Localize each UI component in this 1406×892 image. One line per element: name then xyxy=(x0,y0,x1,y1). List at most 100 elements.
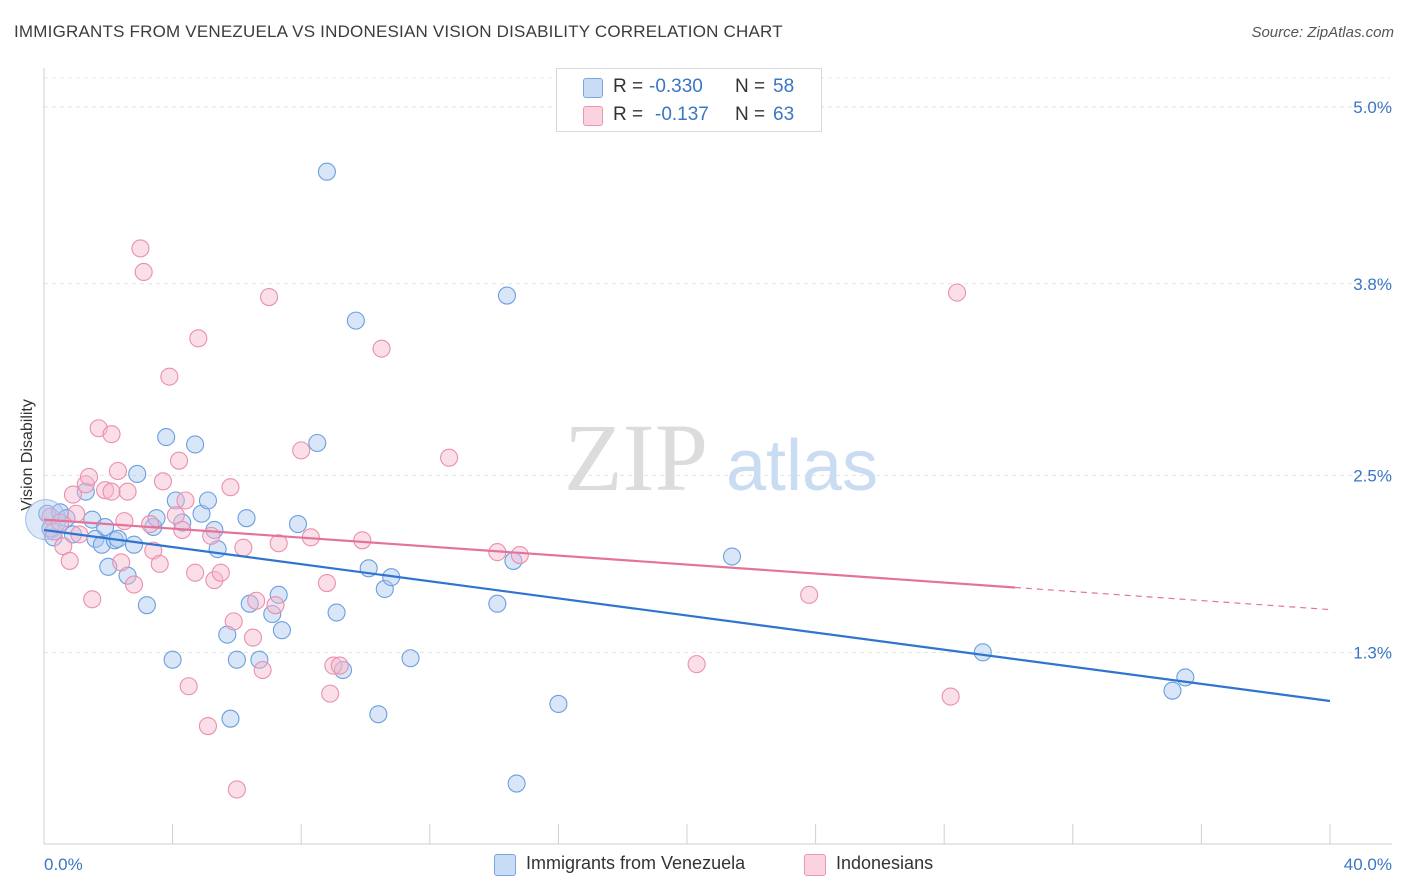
point-indonesians xyxy=(227,780,246,799)
point-indonesians xyxy=(198,717,218,736)
point-venezuela xyxy=(549,694,568,713)
point-venezuela xyxy=(137,596,156,615)
point-venezuela xyxy=(375,579,394,598)
point-indonesians xyxy=(63,485,82,504)
zipatlas-watermark: ZIP atlas xyxy=(564,404,878,511)
point-venezuela xyxy=(163,650,182,669)
point-indonesians xyxy=(60,551,79,570)
point-venezuela xyxy=(166,491,185,510)
point-indonesians xyxy=(108,461,127,481)
stats-r-value: -0.330 xyxy=(649,76,703,97)
point-indonesians xyxy=(160,367,179,386)
point-indonesians xyxy=(269,534,288,553)
stats-box: R = -0.330 N = 58 R = -0.137 N = 63 xyxy=(556,68,822,132)
point-venezuela xyxy=(488,594,507,613)
point-indonesians xyxy=(243,628,263,647)
point-indonesians xyxy=(211,563,230,582)
point-venezuela xyxy=(369,705,388,724)
point-indonesians xyxy=(292,441,311,460)
point-venezuela xyxy=(507,774,526,793)
trend-line-venezuela xyxy=(43,528,1331,703)
stats-row-venezuela: R = -0.330 N = 58 xyxy=(557,73,821,101)
stats-n-label: N = xyxy=(735,76,766,97)
point-indonesians xyxy=(205,571,224,590)
point-indonesians xyxy=(153,472,173,491)
point-indonesians xyxy=(176,491,195,510)
point-indonesians xyxy=(440,448,459,467)
trend-line-indonesians xyxy=(43,518,1016,589)
tick-labels: 1.3% 2.5% 3.8% 5.0% 0.0% 40.0% xyxy=(44,98,1392,874)
point-indonesians xyxy=(948,283,967,302)
point-venezuela xyxy=(221,709,240,728)
y-tick-label: 1.3% xyxy=(1353,643,1392,662)
point-venezuela xyxy=(128,464,147,484)
point-venezuela xyxy=(497,286,517,305)
point-indonesians xyxy=(179,677,198,696)
point-indonesians xyxy=(112,553,131,572)
point-indonesians xyxy=(96,481,115,500)
point-indonesians xyxy=(253,660,272,680)
point-indonesians xyxy=(221,478,240,497)
stats-r-label: R = xyxy=(613,76,644,97)
point-venezuela xyxy=(157,428,176,447)
point-indonesians xyxy=(372,339,391,358)
point-venezuela xyxy=(327,603,346,622)
point-venezuela xyxy=(973,643,992,662)
point-venezuela xyxy=(237,509,256,528)
point-indonesians xyxy=(134,262,153,282)
point-venezuela xyxy=(173,513,192,532)
stats-n-value: 58 xyxy=(773,76,795,97)
point-indonesians xyxy=(186,563,205,582)
stats-n-value: 63 xyxy=(773,104,795,125)
y-tick-label: 2.5% xyxy=(1353,466,1392,485)
point-venezuela xyxy=(186,435,205,454)
point-indonesians xyxy=(83,590,102,609)
point-venezuela xyxy=(124,535,144,554)
point-indonesians xyxy=(124,575,144,594)
point-venezuela xyxy=(227,650,246,669)
point-indonesians xyxy=(67,504,86,523)
stats-swatch-venezuela xyxy=(583,78,603,98)
axes xyxy=(43,68,1392,845)
point-venezuela xyxy=(401,649,420,668)
chart-title: IMMIGRANTS FROM VENEZUELA VS INDONESIAN … xyxy=(14,22,783,41)
point-indonesians xyxy=(317,574,336,593)
point-indonesians xyxy=(247,591,266,610)
point-indonesians xyxy=(79,467,99,486)
stats-r-value: -0.137 xyxy=(655,104,709,125)
point-indonesians xyxy=(321,684,340,703)
point-indonesians xyxy=(324,656,343,675)
point-indonesians xyxy=(189,329,208,348)
stats-r-label: R = xyxy=(613,104,644,125)
point-indonesians xyxy=(102,425,121,444)
point-venezuela xyxy=(308,433,327,453)
point-venezuela xyxy=(250,650,269,669)
stats-n-label: N = xyxy=(735,104,766,125)
point-indonesians xyxy=(102,482,121,501)
point-indonesians xyxy=(150,554,169,573)
x-tick-label: 0.0% xyxy=(44,855,83,874)
trend-line-indonesians-extension xyxy=(1014,586,1331,611)
point-indonesians xyxy=(115,512,134,531)
point-indonesians xyxy=(510,545,529,565)
point-indonesians xyxy=(141,515,160,534)
watermark-atlas: atlas xyxy=(726,426,878,506)
point-indonesians xyxy=(266,596,285,615)
legend-label-venezuela: Immigrants from Venezuela xyxy=(526,853,746,873)
x-tick-label: 40.0% xyxy=(1344,855,1392,874)
legend-label-indonesians: Indonesians xyxy=(836,853,934,873)
point-venezuela xyxy=(346,311,365,330)
point-venezuela xyxy=(288,515,308,534)
point-venezuela xyxy=(317,162,336,181)
point-indonesians xyxy=(330,656,349,675)
point-indonesians xyxy=(687,655,706,674)
point-indonesians xyxy=(259,287,279,307)
point-indonesians xyxy=(131,239,150,258)
trend-lines xyxy=(43,518,1331,703)
point-venezuela xyxy=(1163,681,1182,700)
y-tick-label: 3.8% xyxy=(1353,275,1392,294)
point-venezuela xyxy=(722,547,742,566)
point-indonesians xyxy=(800,585,819,604)
watermark-zip: ZIP xyxy=(564,404,708,511)
source-label: Source: ZipAtlas.com xyxy=(1251,24,1394,41)
